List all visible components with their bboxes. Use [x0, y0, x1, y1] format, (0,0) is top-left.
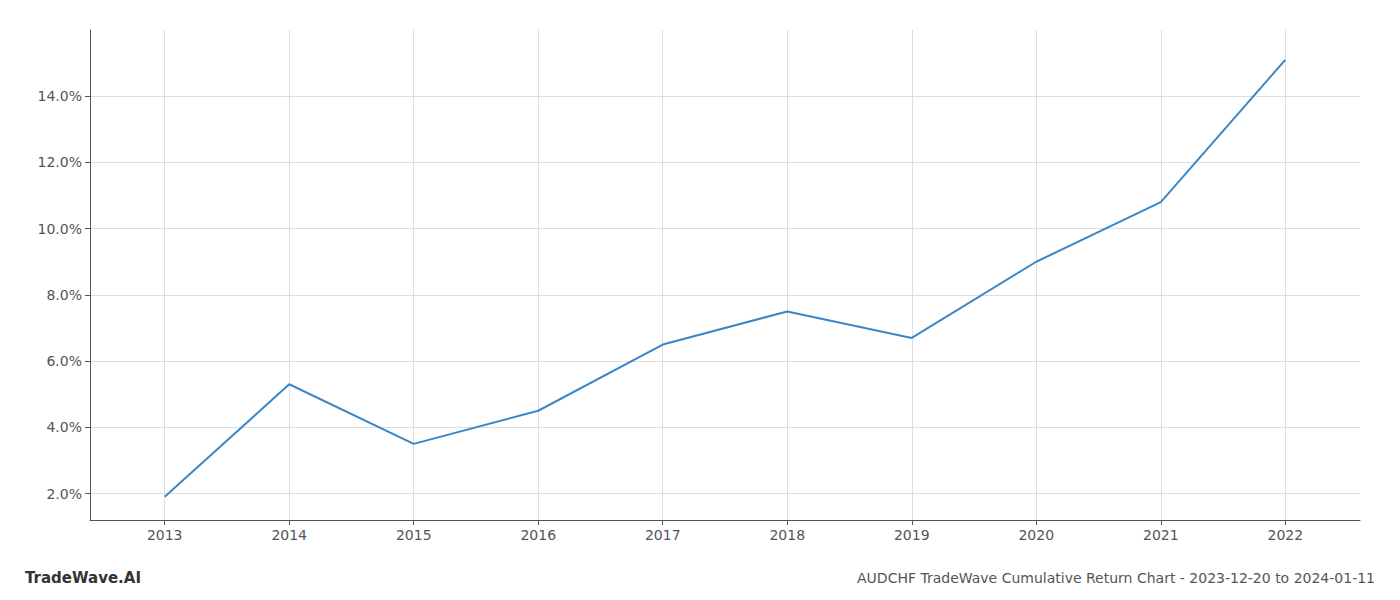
svg-text:4.0%: 4.0%	[46, 419, 82, 435]
svg-text:8.0%: 8.0%	[46, 287, 82, 303]
svg-text:2019: 2019	[894, 527, 930, 543]
svg-text:TradeWave.AI: TradeWave.AI	[25, 569, 141, 587]
svg-text:6.0%: 6.0%	[46, 353, 82, 369]
svg-text:14.0%: 14.0%	[38, 88, 82, 104]
svg-text:2.0%: 2.0%	[46, 486, 82, 502]
svg-text:2018: 2018	[769, 527, 805, 543]
svg-text:2020: 2020	[1018, 527, 1054, 543]
svg-text:2022: 2022	[1267, 527, 1303, 543]
svg-text:2021: 2021	[1143, 527, 1179, 543]
svg-text:2014: 2014	[271, 527, 307, 543]
svg-text:AUDCHF TradeWave Cumulative Re: AUDCHF TradeWave Cumulative Return Chart…	[857, 570, 1375, 586]
svg-text:12.0%: 12.0%	[38, 154, 82, 170]
svg-text:2017: 2017	[645, 527, 681, 543]
svg-text:2016: 2016	[520, 527, 556, 543]
svg-text:2015: 2015	[396, 527, 432, 543]
svg-text:2013: 2013	[147, 527, 183, 543]
svg-text:10.0%: 10.0%	[38, 221, 82, 237]
